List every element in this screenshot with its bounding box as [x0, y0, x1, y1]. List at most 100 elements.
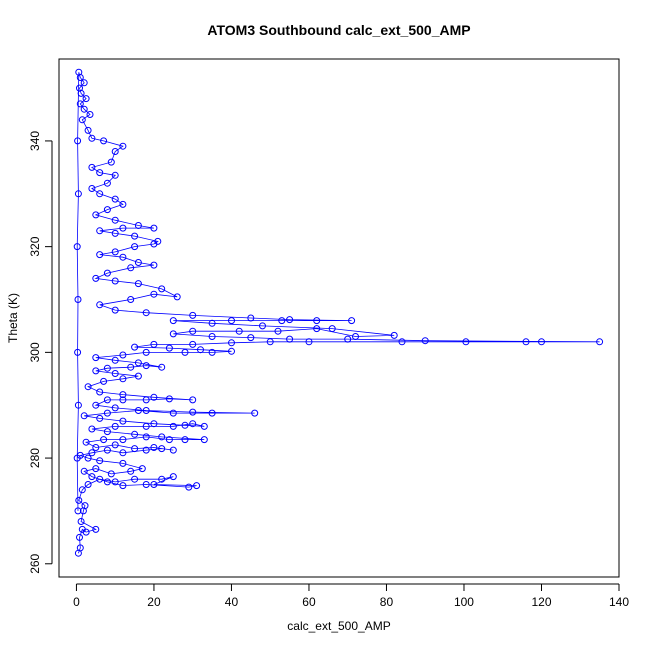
data-point [208, 319, 216, 327]
data-point [134, 359, 142, 367]
data-point [134, 259, 142, 266]
data-point [111, 441, 119, 449]
data-point [158, 433, 166, 441]
data-point [189, 396, 197, 404]
data-point [103, 179, 111, 187]
data-point [142, 348, 150, 356]
data-point [200, 436, 208, 444]
data-point [169, 317, 177, 325]
x-axis: 0 20 40 60 80 100 120 140 [73, 583, 629, 609]
data-point [208, 333, 216, 340]
data-point [142, 309, 150, 317]
data-point [181, 421, 189, 429]
data-point [165, 395, 173, 403]
data-point [92, 465, 100, 473]
data-point [119, 417, 127, 425]
data-point [84, 126, 92, 134]
data-point [421, 337, 429, 345]
data-point [103, 396, 111, 404]
data-point [131, 430, 139, 438]
data-point [88, 449, 96, 457]
data-point [142, 422, 150, 430]
data-point [134, 407, 142, 414]
data-point [158, 363, 166, 371]
data-point [111, 404, 119, 412]
y-tick-label: 300 [28, 342, 42, 362]
x-tick-label: 60 [302, 595, 316, 609]
data-point [119, 396, 127, 404]
data-point [74, 137, 82, 145]
data-point [96, 388, 104, 396]
data-point [138, 465, 146, 473]
data-point [142, 446, 150, 454]
data-point [111, 356, 119, 364]
x-tick-label: 100 [454, 595, 474, 609]
data-point [81, 502, 89, 510]
data-point [197, 346, 204, 354]
data-point [189, 340, 197, 348]
data-point [111, 478, 119, 486]
data-point [538, 338, 545, 346]
data-point [96, 251, 104, 259]
data-point [111, 306, 119, 314]
data-point [111, 148, 119, 155]
data-point [328, 325, 336, 333]
data-point [78, 486, 86, 494]
data-point [185, 483, 193, 491]
data-point [84, 383, 92, 391]
data-point [103, 409, 111, 417]
data-point [127, 264, 135, 272]
data-point [119, 391, 127, 399]
data-point [119, 224, 127, 232]
data-point [150, 224, 158, 232]
data-point [228, 339, 235, 347]
data-point [103, 269, 111, 277]
data-point [390, 331, 398, 339]
data-point [119, 200, 127, 208]
data-point [96, 414, 104, 422]
data-point [119, 436, 127, 444]
data-point [158, 285, 166, 293]
data-point [88, 425, 96, 433]
data-point [127, 467, 135, 475]
data-point [142, 396, 150, 404]
data-point [96, 190, 104, 198]
data-point [103, 478, 111, 486]
y-tick-label: 340 [28, 131, 42, 151]
data-point [92, 274, 100, 282]
data-point [88, 134, 96, 142]
data-point [150, 444, 158, 451]
data-point [181, 348, 189, 356]
data-point [111, 216, 119, 224]
data-point [189, 408, 197, 416]
data-point [103, 446, 111, 454]
data-point [228, 317, 235, 325]
data-point [169, 409, 177, 417]
y-axis: 260 280 300 320 340 [28, 131, 53, 574]
x-tick-label: 0 [73, 595, 80, 609]
data-point [596, 338, 604, 346]
data-point [111, 195, 119, 203]
data-point [119, 253, 127, 261]
data-point [84, 481, 92, 488]
data-point [200, 422, 208, 430]
data-point [88, 163, 96, 171]
data-point [88, 473, 96, 481]
x-axis-label: calc_ext_500_AMP [287, 619, 390, 633]
data-point [142, 433, 150, 441]
series-line [76, 72, 600, 554]
data-point [142, 481, 150, 488]
data-point [92, 211, 100, 219]
data-point [181, 436, 189, 444]
data-point [522, 338, 530, 346]
data-point [235, 327, 243, 335]
data-point [131, 243, 139, 251]
data-point [165, 436, 173, 444]
data-point [169, 473, 177, 481]
data-point [259, 322, 266, 330]
data-point [150, 290, 158, 298]
data-point [150, 393, 158, 401]
data-point [92, 367, 100, 375]
data-point [78, 116, 86, 124]
